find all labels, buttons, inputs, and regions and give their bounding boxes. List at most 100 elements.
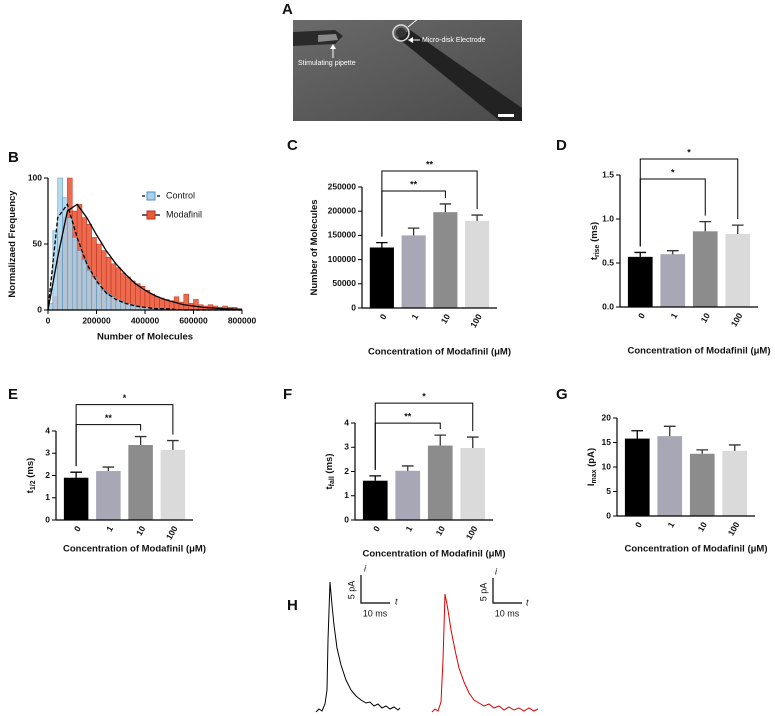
error-bar bbox=[696, 449, 709, 454]
x-tick-label: 1 bbox=[409, 312, 420, 321]
y-tick-label: 4 bbox=[45, 425, 50, 435]
y-label-text: I bbox=[586, 484, 597, 487]
x-tick-label: 10 bbox=[439, 312, 453, 325]
bar bbox=[460, 447, 486, 520]
y-tick-label: 1.0 bbox=[602, 213, 614, 223]
x-tick-label: 10 bbox=[699, 311, 713, 324]
y-tick-label: 50000 bbox=[332, 278, 356, 288]
error-bar bbox=[699, 220, 712, 232]
error-bar bbox=[167, 439, 179, 450]
scale-label: t bbox=[526, 597, 529, 607]
panel-label: H bbox=[287, 597, 298, 614]
x-tick-label: 1 bbox=[668, 311, 679, 320]
bar bbox=[627, 256, 653, 307]
significance-label: * bbox=[687, 147, 691, 157]
histogram-bar bbox=[193, 299, 199, 311]
y-tick-label: 0 bbox=[37, 304, 42, 314]
y-label-unit: (pA) bbox=[586, 448, 597, 470]
histogram-bar bbox=[188, 303, 194, 311]
bar bbox=[427, 445, 453, 520]
y-axis-label: Imax (pA) bbox=[586, 448, 598, 486]
fit-curve bbox=[47, 203, 243, 311]
x-tick-label: 0 bbox=[633, 520, 644, 529]
x-tick-label: 100 bbox=[729, 311, 745, 329]
y-label-sub: rise bbox=[594, 244, 601, 257]
histogram-bar bbox=[96, 283, 102, 311]
histogram-bar bbox=[67, 217, 73, 311]
x-tick-label: 0 bbox=[378, 312, 389, 321]
error-bar bbox=[134, 435, 147, 446]
x-axis-label: Number of Molecules bbox=[97, 332, 193, 343]
panel-label: C bbox=[287, 137, 298, 154]
y-tick-label: 1 bbox=[344, 490, 349, 500]
y-label-unit: (ms) bbox=[589, 222, 600, 245]
y-tick-label: 2 bbox=[45, 470, 50, 480]
x-tick-label: 0 bbox=[72, 524, 83, 533]
y-axis-label: trise (ms) bbox=[589, 222, 601, 260]
significance-label: ** bbox=[105, 413, 113, 423]
scale-label: i bbox=[495, 566, 498, 576]
significance-bracket bbox=[639, 158, 739, 247]
y-tick-label: 10 bbox=[602, 461, 612, 471]
error-bar bbox=[728, 444, 741, 451]
error-bar bbox=[70, 471, 82, 478]
y-tick-label: 4 bbox=[344, 417, 349, 427]
y-label-text: t bbox=[25, 489, 36, 493]
histogram-bar bbox=[76, 250, 83, 311]
x-tick-label: 600000 bbox=[179, 315, 208, 325]
x-tick-label: 0 bbox=[371, 524, 382, 533]
bar bbox=[689, 453, 715, 516]
error-bar bbox=[466, 436, 479, 448]
panel-label: G bbox=[556, 386, 568, 403]
legend-label: Modafinil bbox=[166, 209, 202, 219]
panel-label: F bbox=[283, 386, 292, 403]
x-tick-label: 0 bbox=[46, 315, 51, 325]
legend-label: Control bbox=[166, 190, 195, 200]
y-tick-label: 15 bbox=[602, 437, 612, 447]
x-tick-label: 200000 bbox=[82, 315, 111, 325]
panel-label: E bbox=[8, 386, 18, 403]
y-label-text: Normalizaed Frequency bbox=[7, 190, 18, 298]
bar bbox=[63, 477, 89, 520]
legend-swatch bbox=[146, 210, 156, 220]
y-label-unit: (ms) bbox=[25, 458, 36, 481]
x-tick-label: 10 bbox=[134, 524, 148, 537]
error-bar bbox=[401, 465, 414, 471]
bar bbox=[725, 233, 751, 307]
y-label-text: Number of Molecules bbox=[309, 199, 320, 295]
significance-label: * bbox=[123, 393, 127, 403]
histogram-bar bbox=[101, 289, 107, 311]
y-label-text: t bbox=[589, 256, 600, 260]
x-tick-label: 100 bbox=[464, 524, 480, 542]
y-tick-label: 0.0 bbox=[602, 301, 614, 311]
bar bbox=[465, 220, 490, 308]
bar bbox=[624, 438, 650, 516]
panel-label: B bbox=[8, 149, 19, 166]
x-axis-label: Concentration of Modafinil (μM) bbox=[627, 346, 770, 357]
x-tick-label: 1 bbox=[403, 524, 414, 533]
error-bar bbox=[471, 214, 483, 221]
y-axis-label: t1/2 (ms) bbox=[25, 458, 37, 494]
significance-label: ** bbox=[426, 159, 434, 169]
x-tick-label: 1 bbox=[665, 520, 676, 529]
y-tick-label: 0.5 bbox=[602, 257, 614, 267]
x-axis-label: Concentration of Modafinil (μM) bbox=[368, 347, 511, 358]
bar bbox=[369, 247, 394, 308]
y-tick-label: 0 bbox=[344, 514, 349, 524]
error-bar bbox=[631, 430, 644, 439]
y-tick-label: 1.5 bbox=[602, 169, 614, 179]
bar bbox=[692, 231, 718, 307]
significance-bracket bbox=[381, 170, 478, 237]
scale-label: 5 pA bbox=[346, 581, 356, 600]
significance-bracket bbox=[374, 402, 474, 470]
y-tick-label: 0 bbox=[45, 514, 50, 524]
histogram-bar bbox=[105, 293, 112, 311]
x-axis-label: Concentration of Modafinil (μM) bbox=[624, 544, 767, 555]
significance-label: ** bbox=[410, 179, 418, 189]
bar bbox=[722, 450, 748, 516]
y-tick-label: 200000 bbox=[328, 205, 357, 215]
y-label-sub: fall bbox=[329, 476, 336, 486]
x-tick-label: 100 bbox=[164, 524, 180, 542]
error-bar bbox=[102, 466, 115, 472]
y-label-unit: (ms) bbox=[324, 454, 335, 477]
